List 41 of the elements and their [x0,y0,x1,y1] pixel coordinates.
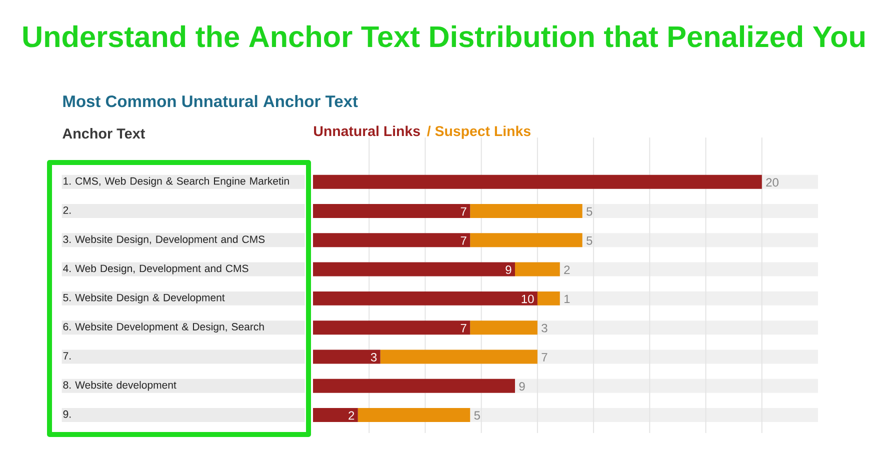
data-label: 2 [564,266,570,274]
data-label: 7 [460,236,466,245]
y-tick-label: 1. CMS, Web Design & Search Engine Marketin [64,177,289,187]
chart-title: Understand the Anchor Text Distribution that Penalized You [23,25,865,48]
y-tick-label: 9. [63,410,71,418]
bar [313,291,538,306]
bar [313,262,515,276]
chart-subtitle: Most Common Unnatural Anchor Text [63,95,358,108]
y-axis-title: Anchor Text [62,128,145,139]
data-label: 7 [460,324,466,332]
data-label: 3 [370,352,377,362]
y-tick-label: 8. Website development [63,380,176,391]
bar [470,320,538,335]
bar [537,291,560,306]
data-label: 9 [506,266,512,274]
data-label: 9 [519,382,525,391]
data-label: 5 [586,207,592,216]
bar [515,262,560,276]
data-label: 5 [474,411,480,420]
y-tick-label: 4. Web Design, Development and CMS [63,264,248,274]
data-label: 1 [564,294,570,304]
bar [313,204,470,218]
bar [313,350,380,364]
y-tick-label: 3. Website Design, Development and CMS [63,235,265,246]
data-label: 20 [766,178,778,187]
data-label: 10 [522,294,534,304]
bar [358,408,470,422]
text: Unnatural Links [314,126,420,136]
y-tick-label: 7. [63,352,71,360]
y-tick-label: 5. Website Design & Development [63,294,225,304]
data-label: 2 [348,411,354,420]
y-tick-label: 6. Website Development & Design, Search [63,322,264,333]
data-label: 7 [460,207,466,216]
text: / Suspect Links [427,126,530,139]
y-tick-label: 2. [63,206,71,214]
bar [313,408,358,422]
bar [313,320,470,335]
data-label: 5 [586,236,592,245]
data-label: 7 [542,353,548,362]
bar [313,233,470,248]
data-label: 3 [542,324,548,332]
